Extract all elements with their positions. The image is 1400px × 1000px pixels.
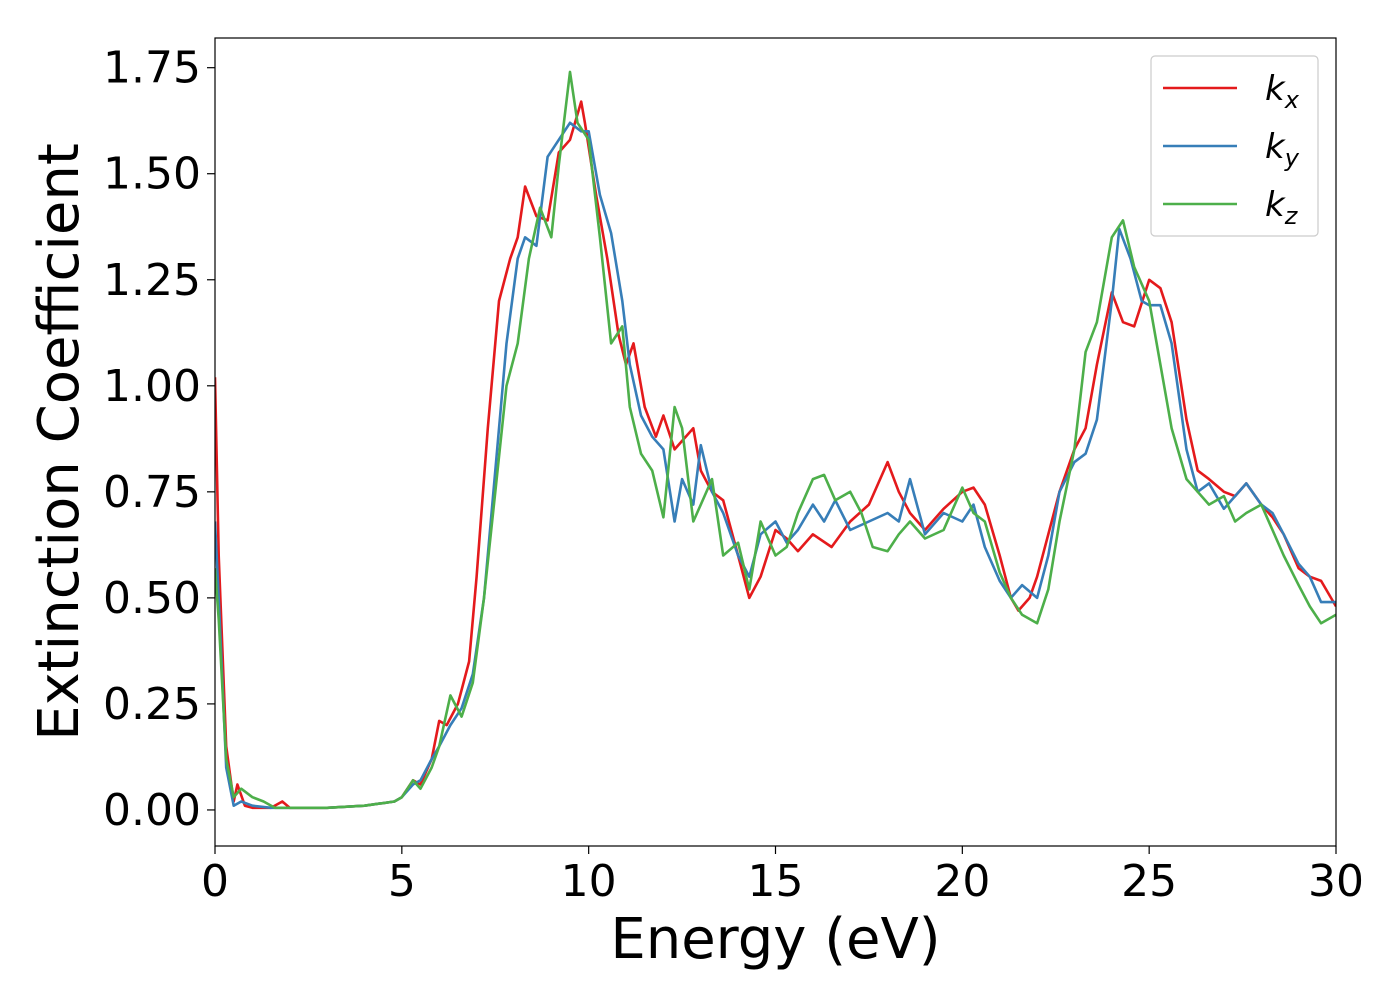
x-axis-title: Energy (eV)	[610, 907, 940, 972]
x-tick-label: 15	[748, 856, 804, 907]
series-layer	[215, 70, 1336, 810]
y-tick-label: 0.50	[103, 573, 201, 624]
y-axis-title: Extinction Coefficient	[27, 143, 92, 741]
x-tick-label: 10	[561, 856, 617, 907]
legend-label-ky: ky	[1265, 127, 1300, 172]
y-tick-label: 0.75	[103, 467, 201, 518]
y-tick-label: 1.75	[103, 43, 201, 94]
axis-ticks: 0 5 10 15 20 25 30 0.00 0.25 0.50 0.75 1.00 1.25 1.50…	[103, 43, 1364, 907]
series-line-kz	[215, 70, 1336, 810]
y-tick-label: 1.50	[103, 149, 201, 200]
legend-label-kx: kx	[1265, 69, 1300, 114]
x-tick-label: 20	[934, 856, 990, 907]
legend-label-kz: kz	[1265, 185, 1299, 230]
x-tick-label: 5	[388, 856, 416, 907]
y-tick-label: 0.25	[103, 679, 201, 730]
y-tick-label: 0.00	[103, 785, 201, 836]
x-tick-label: 30	[1308, 856, 1364, 907]
x-tick-label: 25	[1121, 856, 1177, 907]
legend: kx ky kz	[1150, 55, 1319, 237]
x-tick-label: 0	[201, 856, 229, 907]
y-tick-label: 1.25	[103, 255, 201, 306]
y-tick-label: 1.00	[103, 361, 201, 412]
